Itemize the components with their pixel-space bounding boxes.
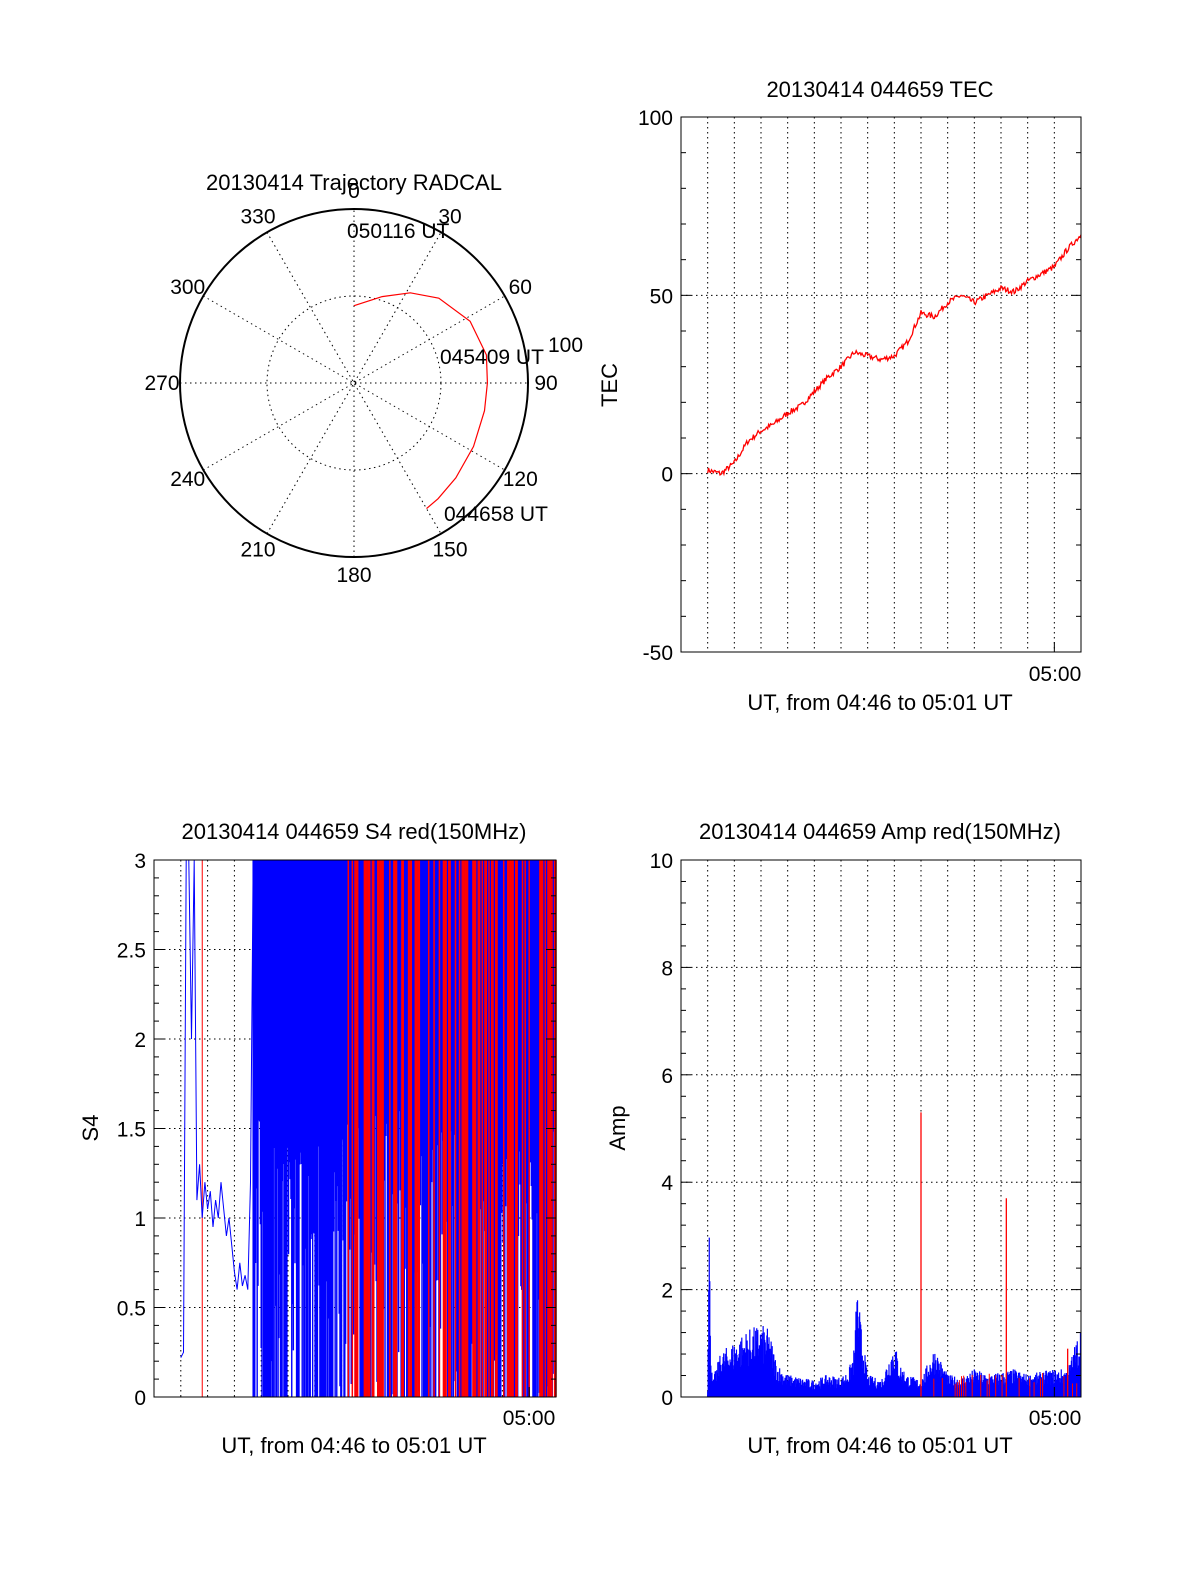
y-tick-label: 0 [661,1387,673,1410]
s4-x-tick-label: 05:00 [503,1407,556,1430]
polar-azimuth-label: 60 [509,276,532,299]
amp-y-axis-label: Amp [605,1105,630,1150]
y-tick-label: 8 [661,957,673,980]
polar-inner-ring [266,295,442,471]
tec-x-axis-label: UT, from 04:46 to 05:01 UT [747,690,1012,715]
polar-spokes [180,209,528,557]
polar-azimuth-label: 30 [438,206,461,229]
polar-spoke [203,295,505,471]
y-tick-label: 3 [134,850,146,873]
polar-azimuth-label: 240 [170,468,205,491]
y-tick-label: 4 [661,1172,673,1195]
amp-y-tick-labels: 0 2 4 6 8 10 [650,850,674,1410]
polar-azimuth-label: 270 [144,372,179,395]
s4-x-axis-label: UT, from 04:46 to 05:01 UT [221,1433,486,1458]
annotation-end-time: 050116 UT [347,220,450,243]
amp-title: 20130414 044659 Amp red(150MHz) [699,819,1061,844]
s4-y-tick-labels: 0 0.5 1 1.5 2 2.5 3 [117,850,146,1410]
s4-spike-lines [201,860,557,1397]
s4-series-line [180,859,262,1358]
y-tick-label: 2 [661,1280,673,1303]
y-tick-label: 50 [650,285,673,308]
s4-y-axis-label: S4 [78,1115,103,1142]
amp-plot-frame [680,859,1082,1398]
tec-grid [681,117,1081,652]
trajectory-line [353,292,489,510]
tec-title: 20130414 044659 TEC [766,77,993,102]
amp-x-axis-label: UT, from 04:46 to 05:01 UT [747,1433,1012,1458]
annotation-mid-time: 045409 UT [440,346,544,369]
amp-ticks [681,859,1081,1398]
amp-noise-lines [707,1237,1082,1397]
y-tick-label: 1 [134,1208,146,1231]
polar-spoke [266,232,442,534]
tec-y-axis-label: TEC [597,363,622,407]
amp-x-tick-label: 05:00 [1029,1407,1082,1430]
tec-y-tick-labels: -50 0 50 100 [638,107,673,665]
polar-azimuth-label: 300 [170,276,205,299]
y-tick-label: -50 [643,642,673,665]
amp-red-spikes [920,1112,1069,1397]
polar-azimuth-label: 0 [348,180,360,203]
polar-azimuth-label: 120 [503,468,538,491]
polar-azimuth-label: 330 [240,206,275,229]
tec-ticks [681,116,1081,653]
annotation-start-time: 044658 UT [444,503,548,526]
polar-azimuth-label: 90 [534,372,557,395]
trajectory-title: 20130414 Trajectory RADCAL [206,170,502,195]
polar-spoke [266,232,442,534]
y-tick-label: 0 [134,1387,146,1410]
polar-radial-label: 100 [548,334,583,357]
tec-plot-frame [680,116,1082,653]
y-tick-label: 100 [638,107,673,130]
s4-title: 20130414 044659 S4 red(150MHz) [182,819,527,844]
tec-series-line [707,234,1082,477]
tec-panel: 20130414 044659 TEC -50 0 50 100 05:00 UT, … [597,77,1082,715]
polar-azimuth-label: 210 [240,538,275,561]
amp-grid [681,860,1081,1397]
polar-azimuth-label: 150 [432,538,467,561]
y-tick-label: 2 [134,1029,146,1052]
y-tick-label: 10 [650,850,673,873]
s4-panel: 20130414 044659 S4 red(150MHz) 0 0.5 1 1.5 2… [78,819,557,1458]
y-tick-label: 1.5 [117,1119,146,1142]
y-tick-label: 0.5 [117,1298,146,1321]
s4-plot-frame [153,859,557,1398]
polar-spoke [203,295,505,471]
trajectory-panel: 20130414 Trajectory RADCAL 0 30 60 90 120 150… [144,170,583,587]
tec-x-tick-label: 05:00 [1029,663,1082,686]
polar-azimuth-label: 180 [336,564,371,587]
y-tick-label: 2.5 [117,940,146,963]
polar-azimuth-labels: 0 30 60 90 120 150 180 210 240 270 300 330 [144,180,557,587]
amp-panel: 20130414 044659 Amp red(150MHz) 0246810 … [605,819,1082,1458]
y-tick-label: 0 [661,464,673,487]
y-tick-label: 6 [661,1065,673,1088]
